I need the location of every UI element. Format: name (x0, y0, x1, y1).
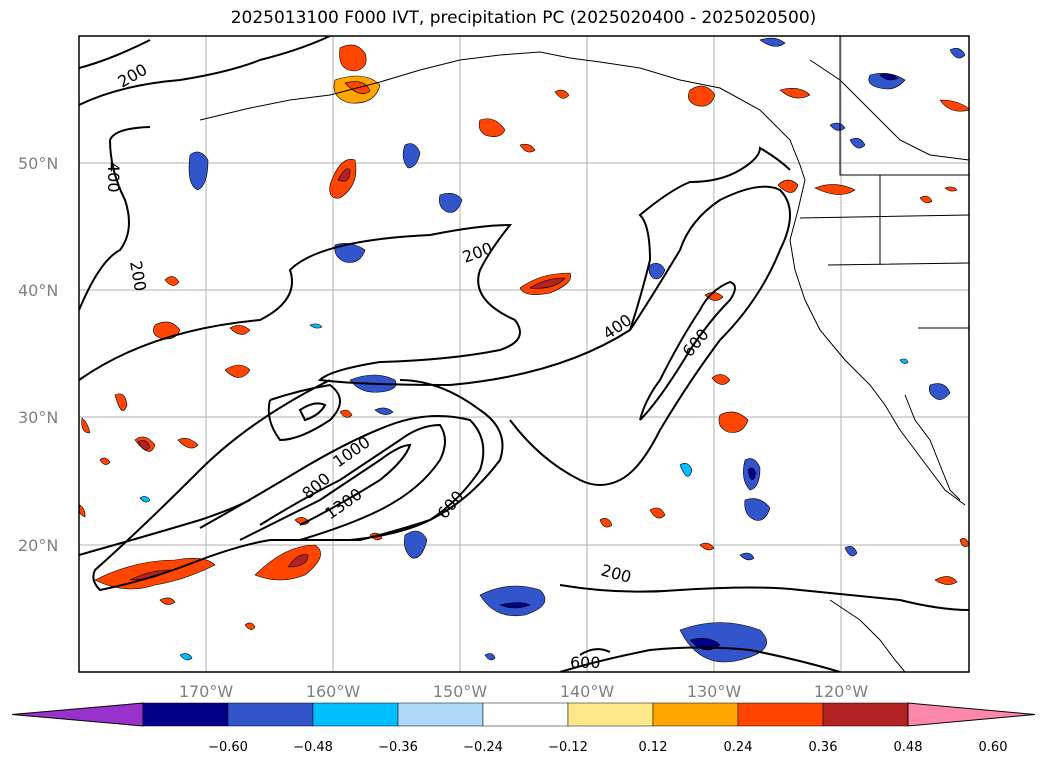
colorbar-extend-high (907, 702, 1036, 727)
longitude-labels: 170°W 160°W 150°W 140°W 130°W 120°W (179, 682, 869, 701)
lon-label: 170°W (179, 682, 234, 701)
colorbar-tick-label: 0.60 (979, 740, 1008, 755)
lon-label: 150°W (433, 682, 488, 701)
colorbar-tick-label: 0.36 (809, 740, 838, 755)
contour-label: 600 (570, 653, 601, 672)
colorbar-tick-label: 0.24 (724, 740, 753, 755)
map-panel (79, 36, 969, 672)
lon-label: 130°W (687, 682, 742, 701)
colorbar-tick-label: 0.48 (894, 740, 923, 755)
colorbar-tick-label: −0.60 (208, 740, 248, 755)
colorbar-segment (142, 702, 229, 727)
colorbar-tick-label: −0.36 (378, 740, 418, 755)
lat-label: 20°N (18, 536, 58, 555)
colorbar-segment (482, 702, 569, 727)
colorbar-tick-label: −0.48 (293, 740, 333, 755)
ivt-contours (79, 36, 969, 672)
precip-negative-blobs (139, 37, 966, 663)
colorbar-segment (397, 702, 484, 727)
lon-label: 140°W (560, 682, 615, 701)
lat-label: 30°N (18, 408, 58, 427)
colorbar-extend-low (11, 702, 144, 727)
colorbar-segment (822, 702, 909, 727)
precip-positive-blobs (79, 44, 969, 630)
latitude-labels: 50°N 40°N 30°N 20°N (18, 154, 58, 555)
colorbar-tick-label: −0.24 (463, 740, 503, 755)
colorbar-tick-label: −0.12 (548, 740, 588, 755)
colorbar-tick-label: 0.12 (639, 740, 668, 755)
coastlines (199, 36, 969, 672)
colorbar-segment (652, 702, 739, 727)
contour-label: 400 (104, 162, 123, 193)
map-frame (78, 35, 970, 673)
gridlines (79, 36, 969, 672)
lon-label: 160°W (306, 682, 361, 701)
lat-label: 50°N (18, 154, 58, 173)
colorbar-tick-labels: −0.60 −0.48 −0.36 −0.24 −0.12 0.12 0.24 0.36 0.4… (208, 740, 1007, 755)
lon-label: 120°W (814, 682, 869, 701)
colorbar-segment (567, 702, 654, 727)
map-title: 2025013100 F000 IVT, precipitation PC (2… (230, 8, 817, 28)
colorbar-segment (737, 702, 824, 727)
colorbar (11, 702, 1036, 727)
colorbar-segment (227, 702, 314, 727)
lat-label: 40°N (18, 281, 58, 300)
colorbar-segment (312, 702, 399, 727)
